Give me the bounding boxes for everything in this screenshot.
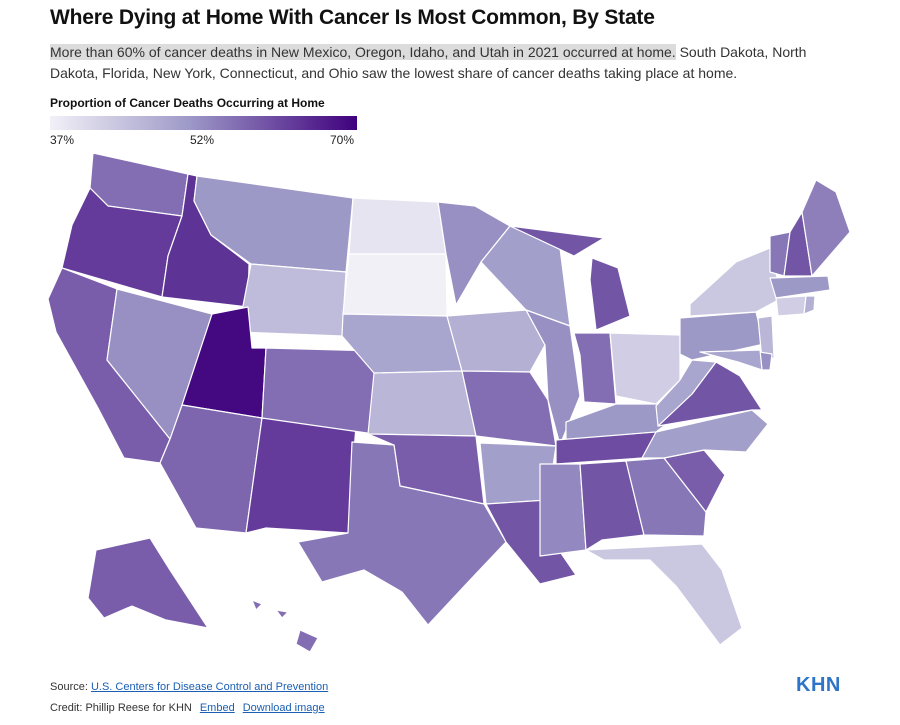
state-az[interactable] — [159, 404, 263, 534]
state-sd[interactable] — [342, 253, 448, 317]
state-nc[interactable] — [641, 409, 769, 459]
state-nm[interactable] — [245, 417, 357, 534]
download-image-link[interactable]: Download image — [242, 702, 325, 714]
state-ak[interactable] — [87, 537, 209, 629]
state-ms[interactable] — [539, 463, 587, 557]
state-al[interactable] — [579, 460, 645, 551]
credit-text: Credit: Phillip Reese for KHN — [50, 702, 192, 714]
state-wi[interactable] — [480, 225, 571, 327]
description-text: South Dakota, North Dakota, Florida, New… — [50, 44, 807, 81]
state-tx[interactable] — [297, 441, 507, 626]
state-md[interactable] — [699, 349, 763, 371]
state-mo[interactable] — [461, 370, 557, 447]
chart-description: More than 60% of cancer deaths in New Me… — [50, 42, 850, 84]
legend-title: Proportion of Cancer Deaths Occurring at… — [50, 96, 325, 110]
legend-color-bar — [50, 116, 357, 130]
state-fl[interactable] — [585, 543, 743, 646]
state-ks[interactable] — [367, 370, 477, 437]
state-oh[interactable] — [609, 332, 681, 405]
state-hi[interactable] — [251, 599, 319, 653]
credit-line: Credit: Phillip Reese for KHN Embed Downlo… — [50, 702, 325, 714]
state-ct[interactable] — [775, 295, 807, 317]
state-nd[interactable] — [348, 197, 447, 255]
state-ma[interactable] — [769, 275, 831, 299]
embed-link[interactable]: Embed — [199, 702, 235, 714]
legend-min-label: 37% — [50, 133, 75, 147]
khn-logo[interactable]: KHN — [796, 674, 841, 696]
state-ri[interactable] — [803, 295, 816, 315]
state-nj[interactable] — [757, 315, 775, 361]
description-highlight: More than 60% of cancer deaths in New Me… — [50, 44, 676, 60]
chart-title: Where Dying at Home With Cancer Is Most … — [50, 6, 655, 29]
legend-mid-label: 52% — [190, 133, 215, 147]
state-me[interactable] — [801, 179, 851, 277]
legend-max-label: 70% — [330, 133, 355, 147]
state-ia[interactable] — [446, 309, 546, 373]
source-line: Source: U.S. Centers for Disease Control… — [50, 681, 328, 693]
state-in[interactable] — [573, 332, 617, 405]
state-wy[interactable] — [237, 263, 347, 337]
state-mi[interactable] — [509, 225, 631, 331]
state-ny[interactable] — [689, 247, 783, 317]
source-link[interactable]: U.S. Centers for Disease Control and Pre… — [90, 681, 329, 693]
source-prefix: Source: — [50, 681, 91, 693]
us-state-map — [47, 152, 851, 653]
